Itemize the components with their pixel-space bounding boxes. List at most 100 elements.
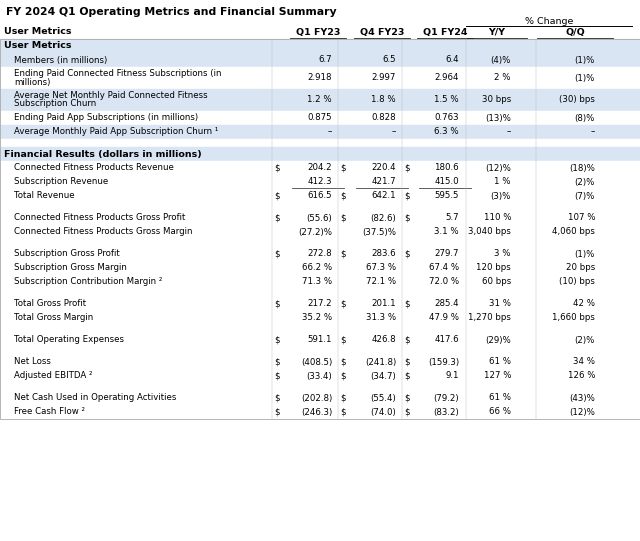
Text: 1.8 %: 1.8 % (371, 96, 396, 104)
Text: (2)%: (2)% (575, 177, 595, 187)
Text: Connected Fitness Products Gross Profit: Connected Fitness Products Gross Profit (14, 214, 186, 222)
Text: Financial Results (dollars in millions): Financial Results (dollars in millions) (4, 149, 202, 159)
Text: 47.9 %: 47.9 % (429, 313, 459, 322)
Text: 5.7: 5.7 (445, 214, 459, 222)
Bar (0, 275, 640, 289)
Text: $: $ (340, 407, 346, 417)
Text: 642.1: 642.1 (371, 192, 396, 201)
Text: (3)%: (3)% (491, 192, 511, 201)
Text: Subscription Revenue: Subscription Revenue (14, 177, 108, 187)
Text: 272.8: 272.8 (307, 249, 332, 259)
Text: (18)%: (18)% (569, 163, 595, 173)
Text: 72.0 %: 72.0 % (429, 278, 459, 287)
Bar (0, 325, 640, 333)
Text: $: $ (274, 214, 280, 222)
Bar (0, 311, 640, 325)
Text: (7)%: (7)% (575, 192, 595, 201)
Text: 1,660 bps: 1,660 bps (552, 313, 595, 322)
Text: 2.997: 2.997 (372, 74, 396, 82)
Bar (0, 211, 640, 225)
Text: 2.964: 2.964 (435, 74, 459, 82)
Text: $: $ (404, 407, 410, 417)
Text: % Change: % Change (525, 16, 573, 25)
Text: 426.8: 426.8 (371, 335, 396, 345)
Text: Subscription Gross Margin: Subscription Gross Margin (14, 263, 127, 273)
Bar (0, 333, 640, 347)
Text: Subscription Churn: Subscription Churn (14, 100, 96, 109)
Text: $: $ (404, 358, 410, 366)
Text: $: $ (340, 300, 346, 308)
Text: 30 bps: 30 bps (482, 96, 511, 104)
Text: 2.918: 2.918 (307, 74, 332, 82)
Bar (0, 139, 640, 147)
Text: (202.8): (202.8) (301, 393, 332, 403)
Text: 1.5 %: 1.5 % (435, 96, 459, 104)
Bar (0, 297, 640, 311)
Text: 285.4: 285.4 (435, 300, 459, 308)
Text: $: $ (274, 300, 280, 308)
Text: (1)%: (1)% (575, 56, 595, 64)
Text: $: $ (274, 372, 280, 380)
Text: (8)%: (8)% (575, 114, 595, 122)
Text: (12)%: (12)% (485, 163, 511, 173)
Text: (10) bps: (10) bps (559, 278, 595, 287)
Text: 107 %: 107 % (568, 214, 595, 222)
Text: 120 bps: 120 bps (476, 263, 511, 273)
Bar (0, 405, 640, 419)
Text: 4,060 bps: 4,060 bps (552, 228, 595, 236)
Text: 9.1: 9.1 (445, 372, 459, 380)
Text: User Metrics: User Metrics (4, 42, 72, 50)
Text: Subscription Contribution Margin ²: Subscription Contribution Margin ² (14, 278, 163, 287)
Text: Ending Paid Connected Fitness Subscriptions (in: Ending Paid Connected Fitness Subscripti… (14, 69, 221, 78)
Text: Average Net Monthly Paid Connected Fitness: Average Net Monthly Paid Connected Fitne… (14, 91, 207, 101)
Text: 180.6: 180.6 (435, 163, 459, 173)
Text: Q/Q: Q/Q (565, 28, 585, 36)
Text: 71.3 %: 71.3 % (302, 278, 332, 287)
Bar (0, 383, 640, 391)
Text: Average Monthly Paid App Subscription Churn ¹: Average Monthly Paid App Subscription Ch… (14, 128, 218, 136)
Text: 61 %: 61 % (489, 358, 511, 366)
Bar (0, 53, 640, 67)
Text: $: $ (404, 372, 410, 380)
Text: 201.1: 201.1 (371, 300, 396, 308)
Text: Net Loss: Net Loss (14, 358, 51, 366)
Text: Q1 FY24: Q1 FY24 (423, 28, 467, 36)
Text: 421.7: 421.7 (371, 177, 396, 187)
Text: 42 %: 42 % (573, 300, 595, 308)
Text: $: $ (274, 358, 280, 366)
Text: 66 %: 66 % (489, 407, 511, 417)
Text: (74.0): (74.0) (371, 407, 396, 417)
Text: $: $ (274, 393, 280, 403)
Text: $: $ (404, 214, 410, 222)
Text: $: $ (404, 393, 410, 403)
Text: (55.6): (55.6) (307, 214, 332, 222)
Text: (246.3): (246.3) (301, 407, 332, 417)
Text: $: $ (340, 214, 346, 222)
Text: 412.3: 412.3 (307, 177, 332, 187)
Text: $: $ (340, 358, 346, 366)
Text: 3,040 bps: 3,040 bps (468, 228, 511, 236)
Text: 220.4: 220.4 (371, 163, 396, 173)
Bar (0, 289, 640, 297)
Text: 1 %: 1 % (495, 177, 511, 187)
Text: $: $ (340, 249, 346, 259)
Bar (0, 347, 640, 355)
Text: (1)%: (1)% (575, 74, 595, 82)
Text: (33.4): (33.4) (307, 372, 332, 380)
Text: $: $ (340, 372, 346, 380)
Text: Total Gross Profit: Total Gross Profit (14, 300, 86, 308)
Bar (0, 391, 640, 405)
Text: Q4 FY23: Q4 FY23 (360, 28, 404, 36)
Text: (2)%: (2)% (575, 335, 595, 345)
Text: $: $ (274, 163, 280, 173)
Text: $: $ (340, 393, 346, 403)
Text: 204.2: 204.2 (307, 163, 332, 173)
Bar (0, 67, 640, 89)
Text: Y/Y: Y/Y (488, 28, 506, 36)
Text: 1,270 bps: 1,270 bps (468, 313, 511, 322)
Text: (43)%: (43)% (569, 393, 595, 403)
Text: $: $ (340, 192, 346, 201)
Text: 217.2: 217.2 (307, 300, 332, 308)
Text: Q1 FY23: Q1 FY23 (296, 28, 340, 36)
Bar (0, 39, 640, 53)
